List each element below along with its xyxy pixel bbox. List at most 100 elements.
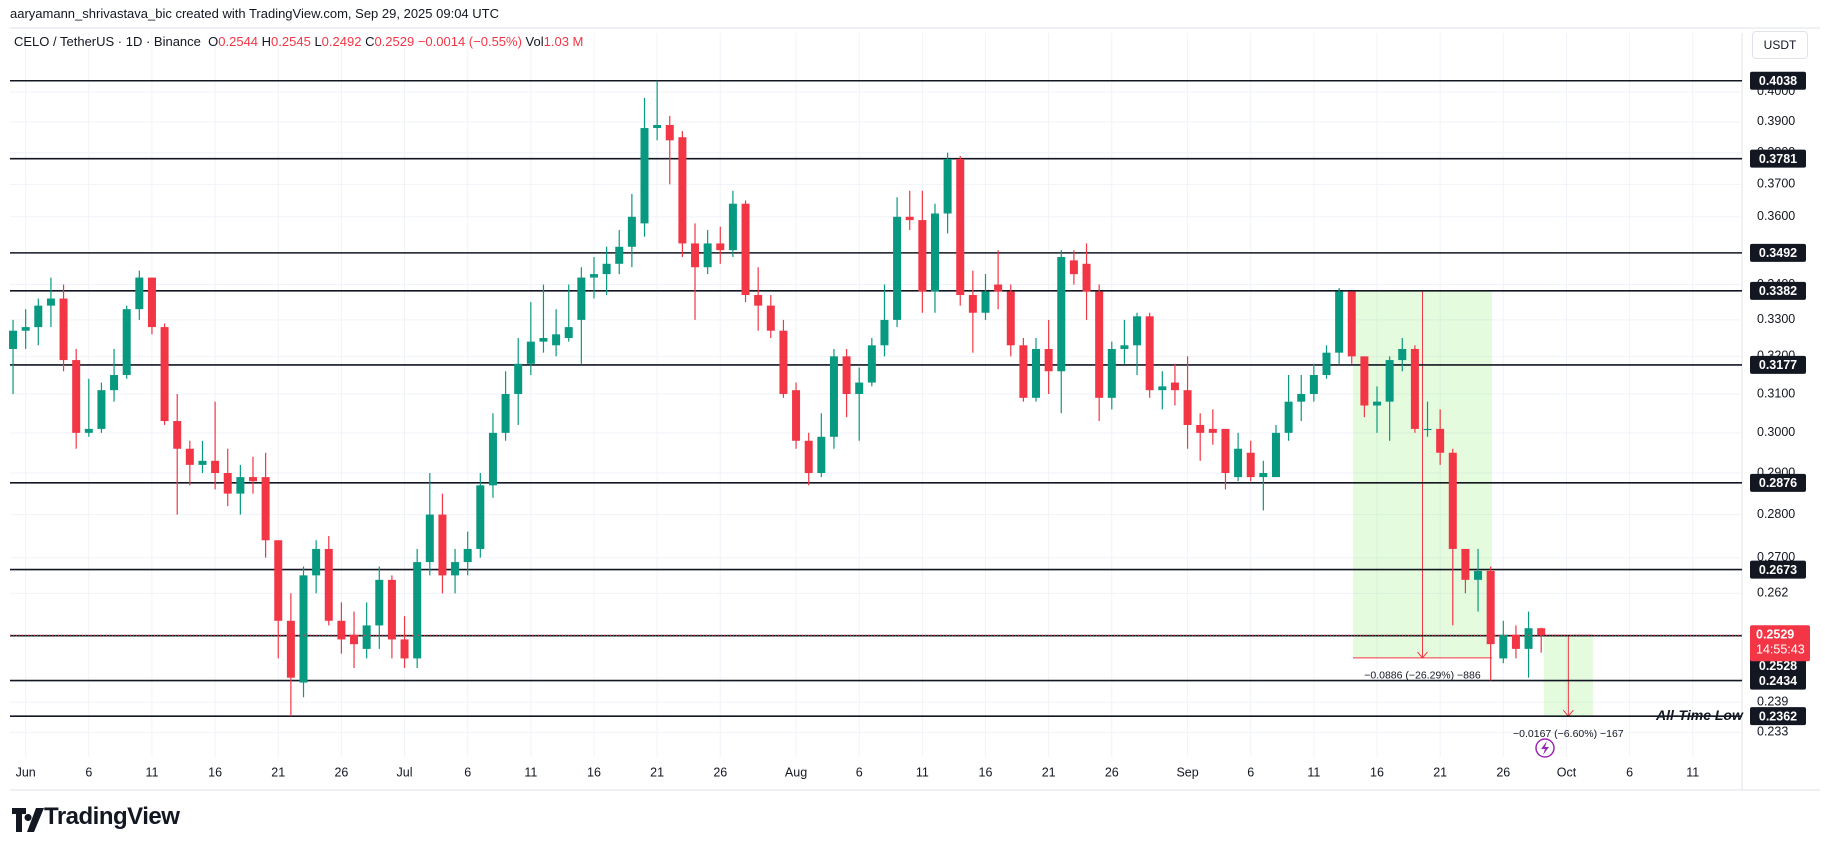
candle-body xyxy=(1524,628,1533,649)
candle-body xyxy=(1032,348,1041,398)
level-label-box xyxy=(1750,707,1806,726)
key: C xyxy=(365,34,375,49)
brand: TradingView xyxy=(44,803,180,830)
candle-body xyxy=(1208,428,1217,433)
x-tick-label: Aug xyxy=(785,765,807,779)
countdown: 14:55:43 xyxy=(1756,643,1805,657)
candle-body xyxy=(1170,382,1179,391)
level-label-box xyxy=(1750,473,1806,492)
candle-body xyxy=(779,330,788,394)
candle-body xyxy=(59,298,68,361)
level-label-box xyxy=(1750,560,1806,579)
candle-body xyxy=(1234,448,1243,478)
x-tick-label: 11 xyxy=(1686,765,1699,779)
candle-body xyxy=(994,284,1003,292)
measure-arrowhead xyxy=(1417,651,1428,659)
candle-body xyxy=(602,263,611,275)
y-tick-label: 0.3900 xyxy=(1757,114,1795,128)
candle-body xyxy=(299,575,308,683)
candle-body xyxy=(716,243,725,251)
level-label: 0.2528 xyxy=(1759,659,1797,673)
x-tick-label: 26 xyxy=(1496,765,1510,779)
x-tick-label: 6 xyxy=(856,765,863,779)
candle-body xyxy=(198,460,207,465)
level-label: 0.2876 xyxy=(1759,476,1797,490)
x-tick-label: 6 xyxy=(464,765,471,779)
candle-body xyxy=(413,562,422,659)
candle-body xyxy=(476,485,485,549)
candle-body xyxy=(691,243,700,268)
candle-body xyxy=(855,382,864,394)
candle-body xyxy=(1183,390,1192,425)
measure-label: −0.0167 (−6.60%) −167 xyxy=(1513,728,1624,740)
candle-body xyxy=(880,319,889,346)
candle-body xyxy=(97,390,106,429)
candle-body xyxy=(842,356,851,394)
candle-body xyxy=(1410,348,1419,429)
candle-body xyxy=(34,305,43,328)
key: O xyxy=(208,34,219,49)
level-label: 0.3781 xyxy=(1759,152,1797,166)
candle-body xyxy=(514,363,523,394)
candle-body xyxy=(1499,634,1508,659)
candle-body xyxy=(678,137,687,244)
x-tick-label: 16 xyxy=(587,765,601,779)
candle-body xyxy=(451,562,460,576)
candle-body xyxy=(1309,375,1318,394)
candle-body xyxy=(754,295,763,306)
key: L xyxy=(314,34,322,49)
x-tick-label: 21 xyxy=(1042,765,1056,779)
x-tick-label: 26 xyxy=(1105,765,1119,779)
candle-body xyxy=(337,620,346,640)
candle-body xyxy=(1145,316,1154,391)
y-tick-label: 0.239 xyxy=(1757,695,1788,709)
x-tick-label: Oct xyxy=(1557,765,1577,779)
x-tick-label: 21 xyxy=(1433,765,1447,779)
y-tick-label: 0.3600 xyxy=(1757,209,1795,223)
symbol: CELO / TetherUS · 1D · Binance xyxy=(14,34,201,49)
x-tick-label: 11 xyxy=(1307,765,1320,779)
candle-body xyxy=(1120,345,1129,349)
y-tick-label: 0.3700 xyxy=(1757,177,1795,191)
candle-body xyxy=(1436,428,1445,453)
candle-body xyxy=(362,625,371,649)
candle-body xyxy=(1537,628,1546,636)
candle-body xyxy=(400,639,409,659)
candle-body xyxy=(1398,348,1407,361)
candle-body xyxy=(552,334,561,346)
candle-body xyxy=(640,128,649,224)
candle-body xyxy=(905,216,914,221)
candle-body xyxy=(1246,452,1255,478)
x-tick-label: 26 xyxy=(713,765,727,779)
candle-body xyxy=(1082,263,1091,292)
candle-body xyxy=(1474,570,1483,580)
candle-body xyxy=(577,277,586,320)
y-tick-label: 0.2800 xyxy=(1757,507,1795,521)
x-tick-label: Jun xyxy=(16,765,36,779)
value: 1.03 M xyxy=(543,34,584,49)
level-label: 0.2362 xyxy=(1759,709,1797,723)
currency-button[interactable]: USDT xyxy=(1752,31,1808,59)
candle-body xyxy=(804,440,813,474)
candle-body xyxy=(956,158,965,296)
candle-body xyxy=(425,514,434,563)
candle-body xyxy=(160,327,169,422)
candle-body xyxy=(185,448,194,465)
x-tick-label: 21 xyxy=(650,765,664,779)
x-tick-label: 21 xyxy=(271,765,285,779)
x-tick-label: 11 xyxy=(524,765,537,779)
candle-body xyxy=(867,345,876,383)
x-tick-label: 6 xyxy=(1626,765,1633,779)
candle-body xyxy=(223,473,232,494)
candle-body xyxy=(387,579,396,640)
candle-body xyxy=(438,514,447,576)
candle-body xyxy=(1347,291,1356,357)
candle-body xyxy=(1360,356,1369,406)
level-label: 0.2434 xyxy=(1759,674,1797,688)
value: 0.2529 xyxy=(374,34,415,49)
candle-body xyxy=(653,124,662,129)
candle-body xyxy=(261,477,270,541)
candle-body xyxy=(1423,428,1432,431)
candle-body xyxy=(1511,634,1520,649)
